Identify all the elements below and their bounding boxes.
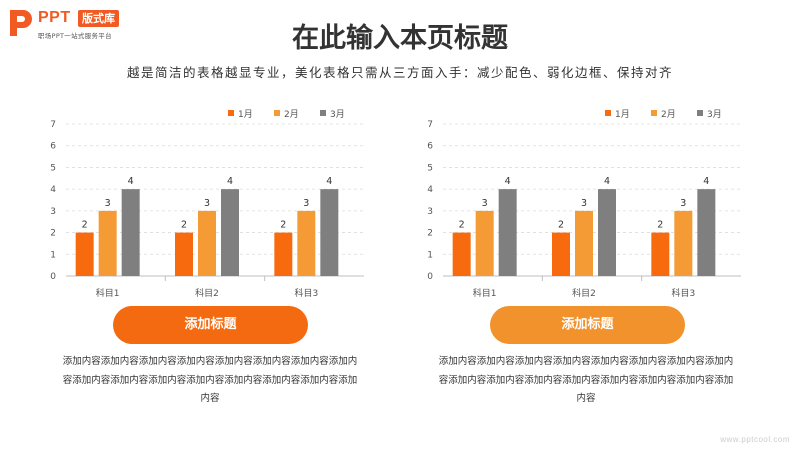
right-data-label: 4	[703, 176, 709, 187]
right-bar-3-1	[651, 232, 670, 276]
left-y-tick-label: 7	[50, 120, 56, 130]
right-y-tick-label: 6	[427, 142, 433, 152]
right-legend-label: 1月	[615, 109, 630, 120]
right-legend-swatch	[697, 110, 703, 116]
left-bar-3-1	[274, 232, 293, 276]
left-y-tick-label: 0	[50, 272, 56, 282]
bar-chart-left[interactable]: 0 1 2 3 4 5 6 7 2 3 4 科目1 2 3 4 科目2 2 3 4 科目3 1月 2月 3月	[20, 100, 400, 300]
left-legend-label: 1月	[238, 109, 253, 120]
left-y-tick-label: 6	[50, 142, 56, 152]
bar-chart-left-svg: 0 1 2 3 4 5 6 7 2 3 4 科目1 2 3 4 科目2 2 3 4 科目3 1月 2月 3月	[50, 109, 364, 299]
right-data-label: 2	[558, 220, 564, 231]
left-y-tick-label: 4	[50, 185, 56, 195]
logo-p-icon	[10, 10, 32, 36]
left-bar-1-2	[98, 210, 117, 276]
add-title-button-right[interactable]: 添加标题	[490, 306, 685, 344]
right-y-tick-label: 0	[427, 272, 433, 282]
right-y-tick-label: 1	[427, 250, 433, 260]
left-data-label: 3	[204, 198, 210, 209]
logo-brand-text: PPT	[38, 9, 71, 26]
left-x-tick-label: 科目2	[195, 287, 219, 299]
left-data-label: 2	[82, 220, 88, 231]
left-x-tick-label: 科目3	[294, 287, 318, 299]
right-y-tick-label: 2	[427, 229, 433, 239]
right-data-label: 4	[604, 176, 610, 187]
left-bar-3-2	[297, 210, 316, 276]
watermark: www.pptcool.com	[720, 435, 790, 444]
right-data-label: 3	[482, 198, 488, 209]
logo-slogan: 职场PPT一站式服务平台	[38, 32, 112, 40]
description-right[interactable]: 添加内容添加内容添加内容添加内容添加内容添加内容添加内容添加内容添加内容添加内容…	[438, 356, 734, 404]
right-data-label: 4	[505, 176, 511, 187]
left-bar-1-1	[75, 232, 94, 276]
bar-chart-right-svg: 0 1 2 3 4 5 6 7 2 3 4 科目1 2 3 4 科目2 2 3 4 科目3 1月 2月 3月	[427, 109, 741, 299]
right-bar-3-3	[697, 189, 716, 276]
left-data-label: 4	[326, 176, 332, 187]
left-bar-2-1	[175, 232, 193, 276]
left-y-tick-label: 3	[50, 207, 56, 217]
right-x-tick-label: 科目1	[473, 287, 497, 299]
left-data-label: 2	[280, 220, 286, 231]
right-y-tick-label: 7	[427, 120, 433, 130]
right-data-label: 3	[680, 198, 686, 209]
right-data-label: 3	[581, 198, 587, 209]
right-bar-1-2	[475, 210, 494, 276]
right-bar-1-1	[452, 232, 471, 276]
right-legend-swatch	[651, 110, 657, 116]
right-y-tick-label: 5	[427, 163, 433, 173]
left-y-tick-label: 5	[50, 163, 56, 173]
right-y-tick-label: 4	[427, 185, 433, 195]
right-bar-2-3	[598, 189, 616, 276]
page-subtitle[interactable]: 越是简洁的表格越显专业，美化表格只需从三方面入手：减少配色、弱化边框、保持对齐	[126, 65, 673, 80]
right-legend-swatch	[605, 110, 611, 116]
left-legend-swatch	[228, 110, 234, 116]
left-data-label: 4	[128, 176, 134, 187]
left-data-label: 2	[181, 220, 187, 231]
right-x-tick-label: 科目3	[671, 287, 695, 299]
right-bar-2-1	[552, 232, 570, 276]
right-data-label: 2	[459, 220, 465, 231]
left-bar-1-3	[121, 189, 140, 276]
page-title[interactable]: 在此输入本页标题	[292, 23, 508, 54]
logo-badge: 版式库	[78, 10, 119, 27]
right-legend-label: 2月	[661, 109, 676, 120]
right-bar-3-2	[674, 210, 693, 276]
left-bar-2-3	[221, 189, 239, 276]
right-y-tick-label: 3	[427, 207, 433, 217]
left-legend-swatch	[274, 110, 280, 116]
add-title-button-left[interactable]: 添加标题	[113, 306, 308, 344]
right-bar-1-3	[498, 189, 517, 276]
description-left[interactable]: 添加内容添加内容添加内容添加内容添加内容添加内容添加内容添加内容添加内容添加内容…	[62, 356, 358, 404]
left-legend-label: 2月	[284, 109, 299, 120]
brand-logo: PPT 版式库 职场PPT一站式服务平台	[8, 8, 168, 42]
left-data-label: 3	[303, 198, 309, 209]
left-legend-label: 3月	[330, 109, 345, 120]
left-y-tick-label: 2	[50, 229, 56, 239]
left-bar-2-2	[198, 210, 216, 276]
right-legend-label: 3月	[707, 109, 722, 120]
bar-chart-right[interactable]: 0 1 2 3 4 5 6 7 2 3 4 科目1 2 3 4 科目2 2 3 4 科目3 1月 2月 3月	[397, 100, 777, 300]
left-y-tick-label: 1	[50, 250, 56, 260]
right-x-tick-label: 科目2	[572, 287, 596, 299]
left-data-label: 4	[227, 176, 233, 187]
left-data-label: 3	[105, 198, 111, 209]
left-x-tick-label: 科目1	[96, 287, 120, 299]
right-data-label: 2	[657, 220, 663, 231]
left-legend-swatch	[320, 110, 326, 116]
left-bar-3-3	[320, 189, 339, 276]
right-bar-2-2	[575, 210, 593, 276]
